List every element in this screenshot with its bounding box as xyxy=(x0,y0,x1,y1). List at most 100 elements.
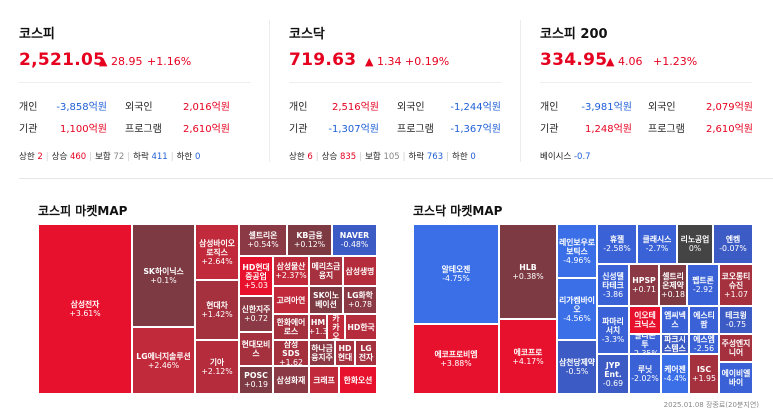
treemap-tile[interactable]: 에스티팜 xyxy=(689,306,719,334)
treemap-tile[interactable]: 고려아연 xyxy=(273,286,309,314)
treemap-tile[interactable]: 테크윙 -0.75 xyxy=(719,306,753,334)
treemap-tile[interactable]: 에이비엘바이 xyxy=(719,362,753,394)
treemap-tile[interactable]: 레인보우로보틱스 -4.96% xyxy=(557,224,597,278)
kospi-card[interactable]: 코스피 2,521.05 ▲ 28.95 +1.16% 개인 -3,858억원 외국인 2,0… xyxy=(19,0,251,178)
tile-change: +1.62 xyxy=(279,357,303,366)
tile-change: +0.72 xyxy=(244,314,268,323)
treemap-tile[interactable]: 알테오젠 -4.75% xyxy=(413,224,499,324)
treemap-tile[interactable]: 에코프로비엠 +3.88% xyxy=(413,324,499,394)
treemap-tile[interactable]: HPSP +0.71 xyxy=(629,264,659,306)
kospi-market-map: 삼성전자 +3.61% SK하이닉스 +0.1% LG에너지솔루션 +2.46% 삼성바이오… xyxy=(38,224,377,394)
tile-change: +1.95 xyxy=(692,374,716,383)
treemap-tile[interactable]: 신성델타테크 -3.86 xyxy=(597,264,629,306)
treemap-tile[interactable]: 펩트론 -2.92 xyxy=(687,264,719,306)
index-change: ▲ 28.95 xyxy=(99,55,143,68)
tile-change: +3.88% xyxy=(440,359,472,368)
count-value: 6 xyxy=(307,152,313,162)
treemap-tile[interactable]: 메리츠금융지 xyxy=(309,256,343,286)
treemap-tile[interactable]: 삼성생명 xyxy=(343,256,377,286)
treemap-tile[interactable]: 셀트리온제약 +0.18 xyxy=(659,264,687,306)
tile-stock-name: 에코프로비엠 xyxy=(434,350,478,359)
tile-change: +2.46% xyxy=(147,360,180,370)
treemap-tile[interactable]: 현대차 +1.42% xyxy=(195,280,239,340)
treemap-tile[interactable]: 파크시스템스 xyxy=(661,334,689,354)
treemap-tile[interactable]: 하나금융지주 xyxy=(309,340,335,366)
treemap-tile[interactable]: NAVER -0.48% xyxy=(332,224,377,256)
tile-stock-name: 삼천당제약 xyxy=(559,358,595,367)
treemap-tile[interactable]: 엠씨넥스 xyxy=(661,306,689,334)
treemap-tile[interactable]: 파마리서치 -3.3% xyxy=(597,306,629,354)
treemap-tile[interactable]: 실리콘투 -2.35% xyxy=(629,334,661,354)
tile-stock-name: 테크윙 xyxy=(725,311,747,320)
tile-change: -4.56% xyxy=(563,313,591,323)
treemap-tile[interactable]: 케어젠 -4.4% xyxy=(661,354,689,394)
treemap-tile[interactable]: 루닛 -2.02% xyxy=(629,354,661,394)
treemap-tile[interactable]: 삼성바이오로직스 +2.64% xyxy=(195,224,239,280)
tile-stock-name: 삼성물산 xyxy=(276,262,306,271)
treemap-tile[interactable]: 리가켐바이오 -4.56% xyxy=(557,278,597,340)
tile-change: -2.58% xyxy=(603,244,631,253)
tile-change: -2.35% xyxy=(631,348,659,354)
treemap-tile[interactable]: 크래프 xyxy=(309,366,339,394)
treemap-tile[interactable]: 주성엔지니어 xyxy=(719,334,753,362)
count-label: 상한 xyxy=(19,152,35,162)
treemap-tile[interactable]: LG전자 xyxy=(355,340,377,366)
investor-label: 기관 xyxy=(289,124,308,135)
treemap-tile[interactable]: LG에너지솔루션 +2.46% xyxy=(132,327,195,394)
treemap-tile[interactable]: 한화에어로스 xyxy=(273,314,309,340)
treemap-tile[interactable]: 카카오 xyxy=(327,314,345,340)
count-label: 하한 xyxy=(176,152,193,162)
investor-value: 2,610억원 xyxy=(182,124,230,135)
treemap-tile[interactable]: 휴젤 -2.58% xyxy=(597,224,637,264)
count-label: 상승 xyxy=(51,152,68,162)
treemap-tile[interactable]: ISC +1.95 xyxy=(689,354,719,394)
treemap-tile[interactable]: 이오테크닉스 xyxy=(629,306,661,334)
treemap-tile[interactable]: HD현대 xyxy=(335,340,355,366)
tile-change: +0.18 xyxy=(661,289,685,299)
treemap-tile[interactable]: JYP Ent. -0.69 xyxy=(597,354,629,394)
treemap-tile[interactable]: HLB +0.38% xyxy=(499,224,557,319)
treemap-tile[interactable]: 기아 +2.12% xyxy=(195,340,239,394)
index-name: 코스닥 xyxy=(289,27,325,42)
treemap-tile[interactable]: 리노공업 0% xyxy=(677,224,713,264)
treemap-tile[interactable]: 삼성전자 +3.61% xyxy=(38,224,132,394)
treemap-tile[interactable]: 신한지주 +0.72 xyxy=(239,296,273,332)
tile-change: +0.38% xyxy=(512,271,544,281)
index-value: 334.95 xyxy=(540,50,608,70)
tile-stock-name: HD한국 xyxy=(347,322,375,332)
treemap-tile[interactable]: 셀트리온 +0.54% xyxy=(239,224,287,256)
treemap-tile[interactable]: 삼천당제약 -0.5% xyxy=(557,340,597,394)
treemap-tile[interactable]: 코오롱티슈진 +1.07 xyxy=(719,264,753,306)
treemap-tile[interactable]: 클래시스 -2.7% xyxy=(637,224,677,264)
investor-label: 프로그램 xyxy=(125,124,162,135)
treemap-tile[interactable]: 에스엠 -2.56 xyxy=(689,334,719,354)
treemap-tile[interactable]: 삼성물산 +2.37% xyxy=(273,256,309,286)
tile-change: -2.02% xyxy=(631,374,659,383)
tile-change: +0.78 xyxy=(348,300,372,309)
investor-value: 1,100억원 xyxy=(59,124,107,135)
treemap-tile[interactable]: 삼성SDS +1.62 xyxy=(273,340,309,366)
treemap-tile[interactable]: SK하이닉스 +0.1% xyxy=(132,224,195,327)
treemap-tile[interactable]: 삼성화재 xyxy=(273,366,309,394)
treemap-tile[interactable]: POSC +0.19 xyxy=(239,366,273,394)
tile-change: +0.71 xyxy=(632,285,656,294)
tile-stock-name: 리노공업 xyxy=(680,235,710,244)
treemap-tile[interactable]: 에코프로 +4.17% xyxy=(499,319,557,394)
kospi200-card[interactable]: 코스피 200 334.95 ▲ 4.06 +1.23% 개인 -3,981억원 외국인 2,… xyxy=(540,0,753,178)
advance-decline-counts: 상한 2 | 상승 460 | 보합 72 | 하락 411 | 하한 0 xyxy=(19,152,201,162)
treemap-tile[interactable]: KB금융 +0.12% xyxy=(287,224,332,256)
treemap-tile[interactable]: HM +1.3 xyxy=(309,314,327,340)
treemap-tile[interactable]: HD한국 xyxy=(345,314,377,340)
treemap-tile[interactable]: HD현대중공업 +5.03 xyxy=(239,256,273,296)
treemap-tile[interactable]: 엔켐 -0.07% xyxy=(713,224,753,264)
treemap-tile[interactable]: LG화학 +0.78 xyxy=(343,286,377,314)
kosdaq-card[interactable]: 코스닥 719.63 ▲ 1.34 +0.19% 개인 2,516억원 외국인 -1,244억… xyxy=(289,0,501,178)
index-name: 코스피 xyxy=(19,27,55,42)
investor-label: 개인 xyxy=(19,102,38,113)
tile-stock-name: HPSP xyxy=(632,276,656,285)
treemap-tile[interactable]: 현대모비스 xyxy=(239,332,273,366)
treemap-tile[interactable]: 한화오션 xyxy=(339,366,377,394)
tile-stock-name: 휴젤 xyxy=(609,235,625,244)
treemap-tile[interactable]: SK이노베이션 xyxy=(309,286,343,314)
tile-stock-name: 주성엔지니어 xyxy=(721,339,751,357)
